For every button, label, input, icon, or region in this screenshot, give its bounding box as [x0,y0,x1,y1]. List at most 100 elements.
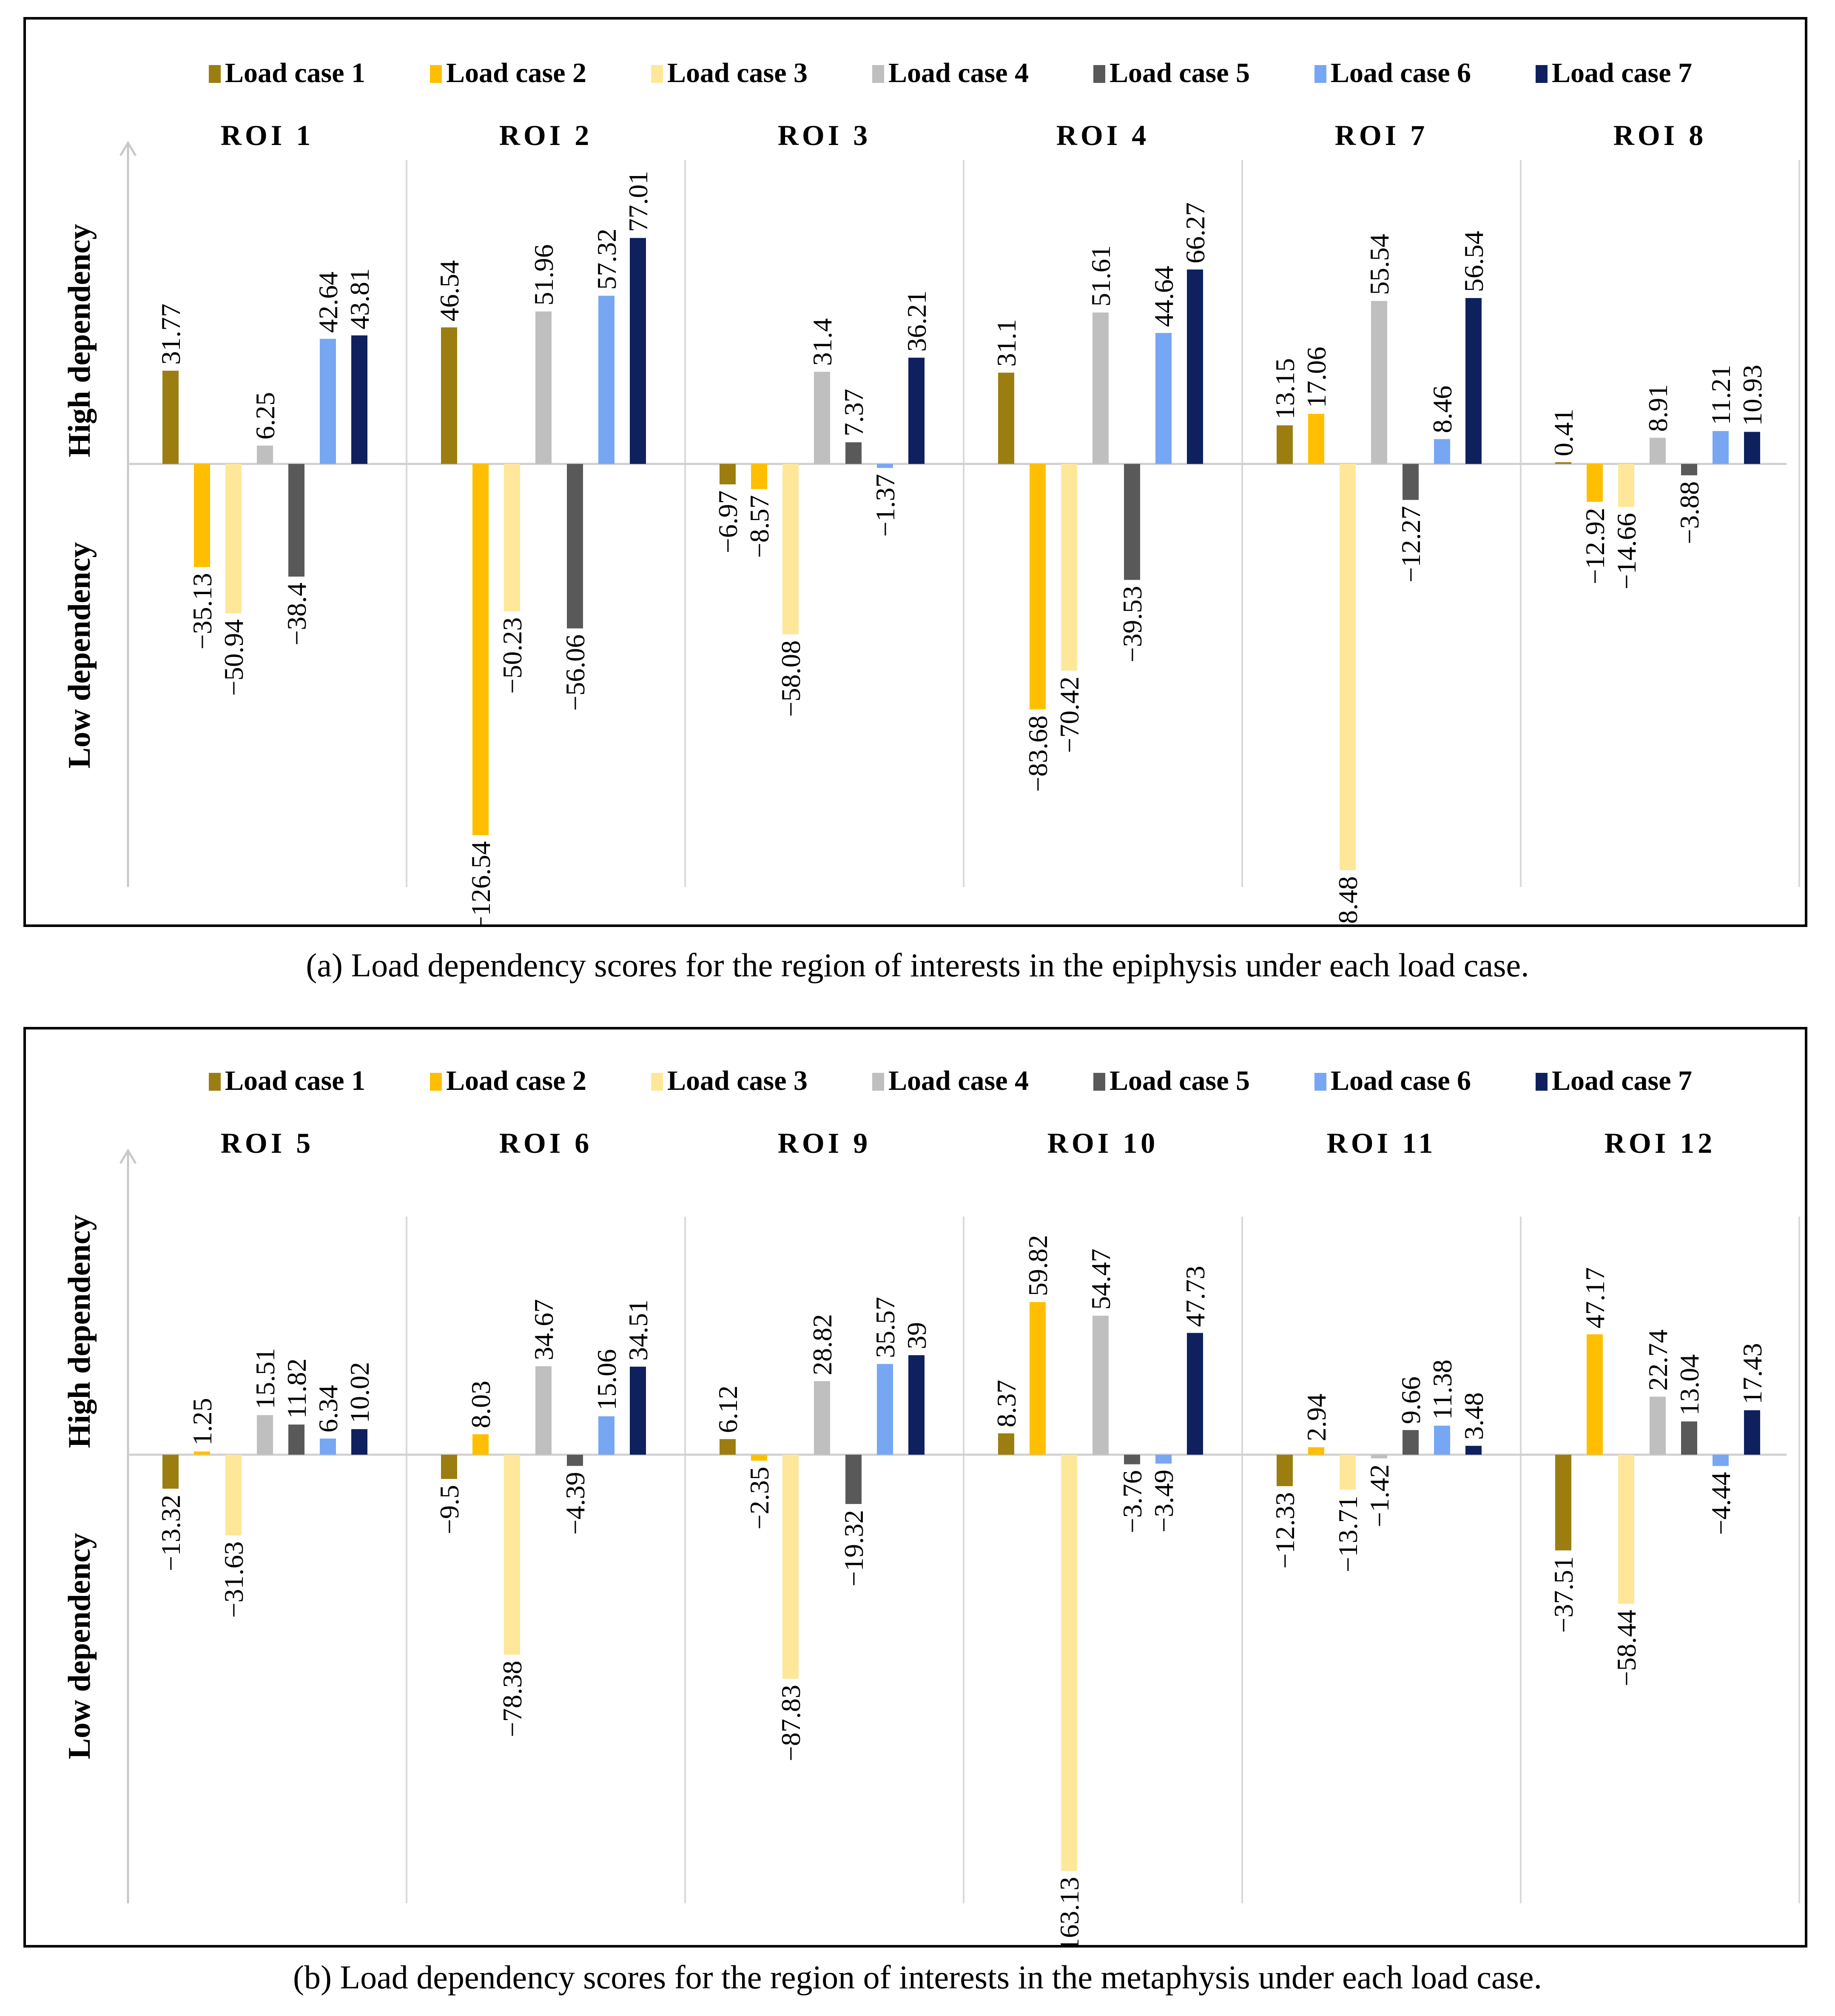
bar-roi-1-load-case-7 [351,335,367,464]
group-title-roi-9: ROI 9 [778,1127,871,1159]
bar-roi-11-load-case-7 [1465,1446,1482,1455]
bar-roi-11-load-case-1 [1277,1455,1293,1486]
data-label-roi-1-load-case-7: 43.81 [344,268,375,330]
chart-panel-a: Load case 1 Load case 2 Load case 3 Load ca… [23,17,1807,967]
legend-label-load-case-1: Load case 1 [225,1065,365,1096]
bar-roi-1-load-case-6 [320,338,336,464]
legend-swatch-load-case-6 [1314,1073,1326,1091]
bar-roi-8-load-case-3 [1618,464,1634,507]
data-label-roi-12-load-case-7: 17.43 [1737,1343,1767,1404]
data-label-roi-9-load-case-6: 35.57 [870,1297,900,1358]
chart-a: Load case 1 Load case 2 Load case 3 Load ca… [62,57,1800,967]
legend-swatch-load-case-4 [872,1073,884,1091]
bar-roi-6-load-case-5 [567,1455,583,1466]
legend-label-load-case-2: Load case 2 [446,57,586,88]
bar-roi-5-load-case-7 [351,1429,367,1455]
data-label-roi-7-load-case-4: 55.54 [1364,234,1394,295]
data-label-roi-2-load-case-7: 77.01 [623,171,653,232]
caption-a: (a) Load dependency scores for the regio… [306,947,1529,984]
y-axis-arrow-icon [119,141,137,156]
group-title-roi-7: ROI 7 [1335,119,1428,151]
bar-roi-11-load-case-3 [1340,1455,1356,1490]
bar-roi-9-load-case-7 [908,1355,925,1455]
bar-roi-3-load-case-7 [908,358,925,464]
bar-roi-2-load-case-7 [630,238,646,464]
data-label-roi-4-load-case-1: 31.1 [991,319,1021,367]
data-label-roi-12-load-case-2: 47.17 [1580,1267,1610,1328]
bar-roi-4-load-case-3 [1061,464,1077,671]
bar-roi-1-load-case-5 [288,464,304,577]
data-label-roi-12-load-case-3: −58.44 [1611,1610,1642,1686]
data-label-roi-1-load-case-3: −50.94 [219,619,249,696]
data-label-roi-6-load-case-6: 15.06 [592,1349,622,1410]
bar-roi-1-load-case-3 [225,464,242,614]
chart-b: Load case 1 Load case 2 Load case 3 Load ca… [62,1065,1800,1967]
data-label-roi-8-load-case-6: 11.21 [1706,365,1736,425]
bar-roi-9-load-case-4 [814,1381,830,1455]
data-label-roi-6-load-case-5: −4.39 [560,1472,590,1535]
data-label-roi-4-load-case-7: 66.27 [1180,202,1210,264]
group-title-roi-10: ROI 10 [1047,1127,1158,1159]
bar-roi-10-load-case-2 [1030,1302,1046,1455]
bar-roi-12-load-case-7 [1744,1410,1760,1455]
data-label-roi-10-load-case-5: −3.76 [1117,1470,1147,1533]
legend-swatch-load-case-5 [1093,65,1105,83]
bar-roi-9-load-case-2 [751,1455,767,1461]
y-axis-arrow-icon [119,1149,137,1164]
legend-swatch-load-case-6 [1314,65,1326,83]
bar-roi-1-load-case-1 [162,370,179,464]
legend-swatch-load-case-1 [209,65,221,83]
data-label-roi-10-load-case-1: 8.37 [991,1380,1021,1427]
bar-roi-7-load-case-1 [1277,425,1293,464]
bar-roi-6-load-case-7 [630,1366,646,1455]
bar-roi-5-load-case-2 [194,1451,210,1455]
bar-roi-1-load-case-4 [257,445,273,464]
bar-roi-2-load-case-3 [504,464,520,611]
bar-roi-7-load-case-5 [1403,464,1419,500]
bar-roi-2-load-case-5 [567,464,583,628]
bar-roi-3-load-case-5 [845,442,862,464]
legend-label-load-case-4: Load case 4 [888,57,1029,88]
data-label-roi-12-load-case-6: −4.44 [1706,1472,1736,1535]
bar-roi-5-load-case-1 [162,1455,179,1489]
legend-label-load-case-6: Load case 6 [1331,1065,1471,1096]
data-label-roi-1-load-case-6: 42.64 [313,272,343,333]
data-label-roi-6-load-case-3: −78.38 [497,1661,527,1737]
bar-roi-3-load-case-6 [877,464,893,468]
data-label-roi-9-load-case-4: 28.82 [807,1314,837,1375]
group-title-roi-2: ROI 2 [499,119,592,151]
data-label-roi-5-load-case-5: 11.82 [282,1358,312,1419]
bar-roi-3-load-case-3 [782,464,799,634]
legend-swatch-load-case-3 [651,65,663,83]
data-label-roi-5-load-case-3: −31.63 [219,1541,249,1618]
group-title-roi-11: ROI 11 [1327,1127,1437,1159]
legend-swatch-load-case-7 [1536,65,1548,83]
data-label-roi-3-load-case-5: 7.37 [839,389,869,436]
bar-roi-2-load-case-1 [441,327,457,464]
bar-roi-10-load-case-4 [1092,1316,1109,1455]
data-label-roi-1-load-case-2: −35.13 [187,573,217,649]
bar-roi-2-load-case-2 [472,464,489,836]
data-label-roi-2-load-case-3: −50.23 [497,617,527,694]
data-label-roi-4-load-case-2: −83.68 [1023,715,1053,792]
legend-label-load-case-2: Load case 2 [446,1065,586,1096]
bar-roi-3-load-case-2 [751,464,767,489]
caption-b: (b) Load dependency scores for the regio… [293,1959,1542,1996]
data-label-roi-8-load-case-7: 10.93 [1737,365,1767,426]
data-label-roi-1-load-case-4: 6.25 [250,392,280,440]
legend-label-load-case-5: Load case 5 [1110,57,1250,88]
bar-roi-5-load-case-4 [257,1415,273,1455]
legend-swatch-load-case-1 [209,1073,221,1091]
bar-roi-7-load-case-4 [1371,301,1387,464]
data-label-roi-10-load-case-4: 54.47 [1086,1248,1116,1310]
data-label-roi-10-load-case-2: 59.82 [1023,1235,1053,1296]
data-label-roi-1-load-case-5: −38.4 [282,583,312,645]
bar-roi-10-load-case-1 [998,1433,1014,1455]
data-label-roi-8-load-case-2: −12.92 [1580,508,1610,584]
bar-roi-6-load-case-4 [535,1366,552,1455]
data-label-roi-2-load-case-4: 51.96 [529,244,559,305]
data-label-roi-4-load-case-6: 44.64 [1149,266,1179,327]
legend-label-load-case-6: Load case 6 [1331,57,1471,88]
bar-roi-4-load-case-1 [998,372,1014,464]
y-label-low: Low dependency [62,1533,97,1759]
